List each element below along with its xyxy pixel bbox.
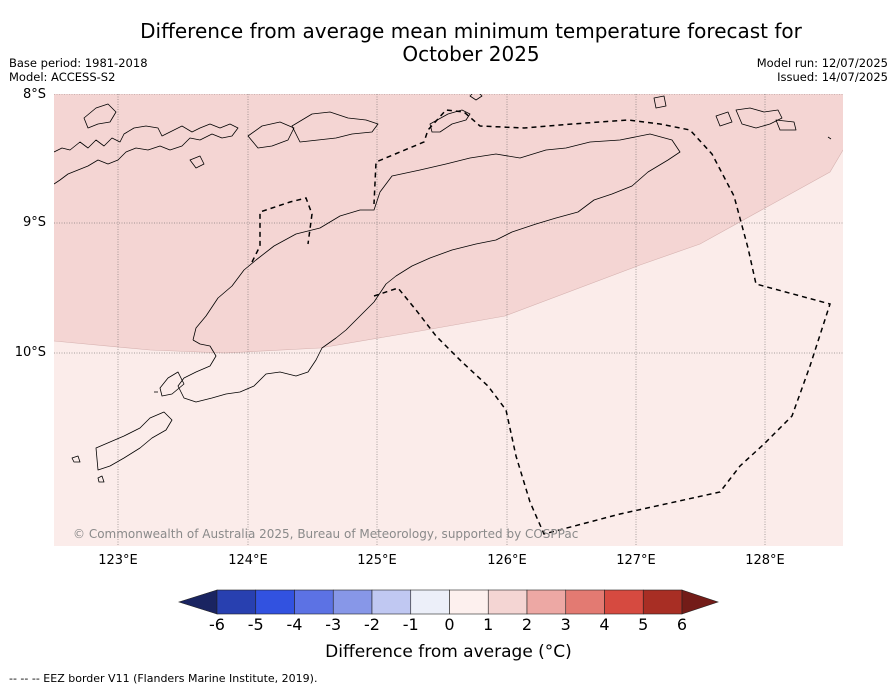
colorbar-tick-label: -2	[364, 615, 380, 634]
coast-islet-a	[469, 94, 483, 101]
coast-sawu	[95, 411, 173, 471]
eez-timor-leste	[373, 109, 831, 535]
coast-flores-alor	[54, 123, 239, 185]
coast-island-4	[189, 155, 205, 169]
coast-islet-d	[71, 455, 81, 463]
model-name: Model: ACCESS-S2	[9, 70, 116, 84]
colorbar-swatch	[487, 589, 528, 615]
colorbar-tick-label: -4	[286, 615, 303, 634]
colorbar-swatch	[526, 589, 567, 615]
colorbar-tick-label: -5	[247, 615, 264, 634]
lat-gridlines	[54, 94, 843, 354]
lat-label-10s: 10°S	[14, 345, 46, 360]
coast-tanimbar-2	[735, 107, 783, 129]
lat-label-9s: 9°S	[22, 215, 46, 230]
coast-island-2	[247, 121, 295, 149]
colorbar-tick-label: -1	[402, 615, 419, 634]
coast-timor	[192, 133, 681, 341]
coast-timor-south	[177, 301, 375, 403]
coast-tanimbar-1	[715, 111, 733, 127]
coast-islet-b	[653, 95, 667, 109]
lon-label-128e: 128°E	[745, 553, 785, 568]
copyright-notice: © Commonwealth of Australia 2025, Bureau…	[73, 527, 579, 541]
meta-left: Base period: 1981-2018 Model: ACCESS-S2	[9, 56, 148, 84]
lon-label-126e: 126°E	[487, 553, 527, 568]
lon-label-124e: 124°E	[228, 553, 268, 568]
chart-title: Difference from average mean minimum tem…	[140, 19, 802, 66]
colorbar	[178, 589, 719, 615]
colorbar-tick-label: 4	[599, 615, 610, 634]
colorbar-tick-label: 2	[521, 615, 533, 634]
colorbar-swatch	[449, 589, 489, 615]
coast-tanimbar-3	[775, 119, 797, 131]
colorbar-tick-label: -6	[209, 615, 225, 634]
coast-rote	[159, 371, 185, 397]
colorbar-tick-label: -3	[325, 615, 342, 634]
colorbar-swatch	[604, 589, 644, 615]
colorbar-tick-label: 3	[560, 615, 571, 634]
base-period: Base period: 1981-2018	[9, 56, 148, 70]
colorbar-swatch	[332, 589, 373, 615]
colorbar-swatch	[642, 589, 683, 615]
coast-island-3	[291, 111, 379, 143]
coast-islet-e	[97, 475, 105, 483]
colorbar-swatch	[565, 589, 605, 615]
coastlines	[54, 94, 832, 483]
meta-right: Model run: 12/07/2025 Issued: 14/07/2025	[757, 56, 888, 84]
lat-label-8s: 8°S	[22, 87, 46, 102]
colorbar-tick-label: 0	[444, 615, 455, 634]
colorbar-swatch	[371, 589, 412, 615]
lon-label-123e: 123°E	[98, 553, 138, 568]
lon-gridlines	[117, 94, 766, 546]
colorbar-label: Difference from average (°C)	[325, 642, 572, 662]
lon-label-127e: 127°E	[616, 553, 656, 568]
colorbar-swatch	[216, 589, 257, 615]
zone-boundary	[54, 149, 843, 354]
colorbar-tick-label: 6	[676, 615, 688, 634]
eez-oecusse	[251, 197, 313, 263]
colorbar-swatch	[294, 589, 334, 615]
colorbar-extend-low	[178, 589, 218, 615]
coast-islet-c	[827, 136, 832, 140]
colorbar-swatch	[410, 589, 450, 615]
eez-footnote: -- -- -- EEZ border V11 (Flanders Marine…	[9, 672, 318, 685]
colorbar-tick-label: 1	[483, 615, 494, 634]
eez-borders	[251, 109, 831, 535]
colorbar-tick-label: 5	[638, 615, 649, 634]
colorbar-extend-high	[681, 589, 719, 615]
coast-wetar	[429, 109, 471, 133]
model-run: Model run: 12/07/2025	[756, 56, 888, 70]
coast-island-1	[83, 103, 117, 129]
anomaly-zone-high	[54, 94, 843, 353]
lon-label-125e: 125°E	[357, 553, 397, 568]
colorbar-swatch	[255, 589, 295, 615]
issued-date: Issued: 14/07/2025	[777, 70, 888, 84]
